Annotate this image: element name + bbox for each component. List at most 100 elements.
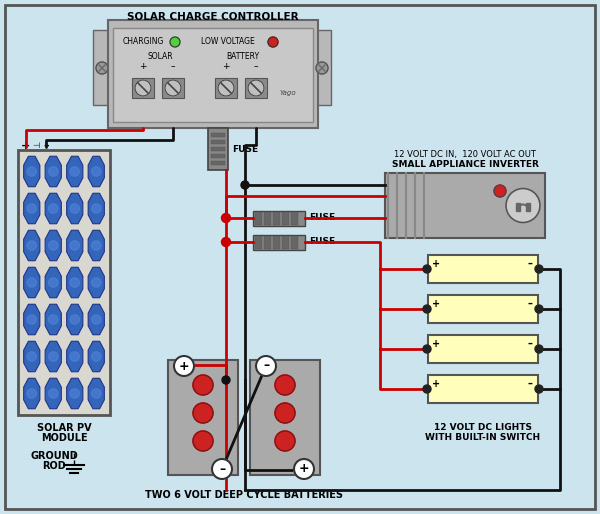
Text: TWO 6 VOLT DEEP CYCLE BATTERIES: TWO 6 VOLT DEEP CYCLE BATTERIES (145, 490, 343, 500)
Circle shape (70, 167, 79, 176)
Circle shape (70, 389, 79, 398)
Circle shape (96, 62, 108, 74)
Circle shape (92, 204, 101, 213)
Circle shape (275, 403, 295, 423)
Circle shape (218, 80, 234, 96)
Text: 12 VOLT DC LIGHTS
WITH BUILT-IN SWITCH: 12 VOLT DC LIGHTS WITH BUILT-IN SWITCH (425, 423, 541, 443)
Polygon shape (45, 341, 61, 372)
Text: +: + (139, 62, 147, 71)
Bar (18, 150, 110, 415)
Circle shape (535, 265, 543, 273)
Polygon shape (88, 341, 104, 372)
Polygon shape (45, 156, 61, 187)
Circle shape (49, 389, 58, 398)
Circle shape (70, 241, 79, 250)
Bar (282, 235, 289, 248)
Circle shape (27, 167, 37, 176)
Polygon shape (45, 378, 61, 409)
Bar (264, 211, 271, 225)
Circle shape (92, 315, 101, 324)
Text: +: + (432, 379, 440, 389)
Bar (253, 234, 305, 249)
Text: ⊣: ⊣ (32, 141, 40, 151)
Circle shape (535, 305, 543, 313)
Circle shape (92, 167, 101, 176)
Polygon shape (23, 378, 40, 409)
Circle shape (49, 315, 58, 324)
Circle shape (70, 315, 79, 324)
Bar (208, 128, 228, 170)
Circle shape (241, 181, 249, 189)
Text: –: – (527, 259, 532, 269)
Bar (211, 133, 225, 137)
Bar (273, 211, 280, 225)
Polygon shape (88, 156, 104, 187)
Circle shape (49, 204, 58, 213)
Polygon shape (23, 304, 40, 335)
Polygon shape (88, 378, 104, 409)
Polygon shape (23, 193, 40, 224)
Circle shape (170, 37, 180, 47)
Bar (113, 28, 313, 122)
Bar (282, 211, 289, 225)
Circle shape (70, 278, 79, 287)
Polygon shape (88, 304, 104, 335)
Circle shape (294, 459, 314, 479)
Text: FUSE: FUSE (309, 213, 335, 223)
Polygon shape (45, 230, 61, 261)
Circle shape (506, 189, 540, 223)
Text: –: – (527, 339, 532, 349)
Bar (428, 375, 538, 403)
Circle shape (535, 385, 543, 393)
Circle shape (49, 352, 58, 361)
Text: –: – (43, 141, 49, 151)
Bar (211, 161, 225, 165)
Bar (255, 211, 262, 225)
Text: ROD: ROD (42, 461, 66, 471)
Circle shape (135, 80, 151, 96)
Bar (428, 255, 538, 283)
Text: SOLAR PV: SOLAR PV (37, 423, 91, 433)
Circle shape (49, 167, 58, 176)
Text: –: – (171, 62, 175, 71)
Text: +: + (299, 463, 310, 475)
Circle shape (70, 352, 79, 361)
Circle shape (27, 204, 37, 213)
Text: +: + (22, 141, 31, 151)
Polygon shape (45, 304, 61, 335)
Circle shape (193, 403, 213, 423)
Polygon shape (67, 193, 83, 224)
Polygon shape (67, 304, 83, 335)
Bar (211, 140, 225, 144)
Text: +: + (179, 359, 190, 373)
Bar (253, 211, 305, 226)
Bar (215, 78, 237, 98)
Bar (264, 235, 271, 248)
Bar (255, 235, 262, 248)
Bar (168, 360, 238, 475)
Polygon shape (88, 230, 104, 261)
Polygon shape (67, 378, 83, 409)
Bar (245, 78, 267, 98)
Circle shape (92, 389, 101, 398)
Circle shape (165, 80, 181, 96)
Bar (108, 20, 318, 128)
Text: +: + (222, 62, 230, 71)
Bar (93, 30, 111, 105)
Bar (132, 78, 154, 98)
Polygon shape (88, 193, 104, 224)
Polygon shape (45, 267, 61, 298)
Circle shape (268, 37, 278, 47)
Text: –: – (527, 379, 532, 389)
Circle shape (423, 305, 431, 313)
Text: 12 VOLT DC IN,  120 VOLT AC OUT: 12 VOLT DC IN, 120 VOLT AC OUT (394, 150, 536, 159)
Polygon shape (67, 230, 83, 261)
Text: MODULE: MODULE (41, 433, 88, 443)
Circle shape (27, 315, 37, 324)
Text: FUSE: FUSE (309, 237, 335, 247)
Circle shape (222, 376, 230, 384)
Text: –: – (219, 463, 225, 475)
Bar (162, 78, 184, 98)
Polygon shape (67, 341, 83, 372)
Circle shape (423, 265, 431, 273)
